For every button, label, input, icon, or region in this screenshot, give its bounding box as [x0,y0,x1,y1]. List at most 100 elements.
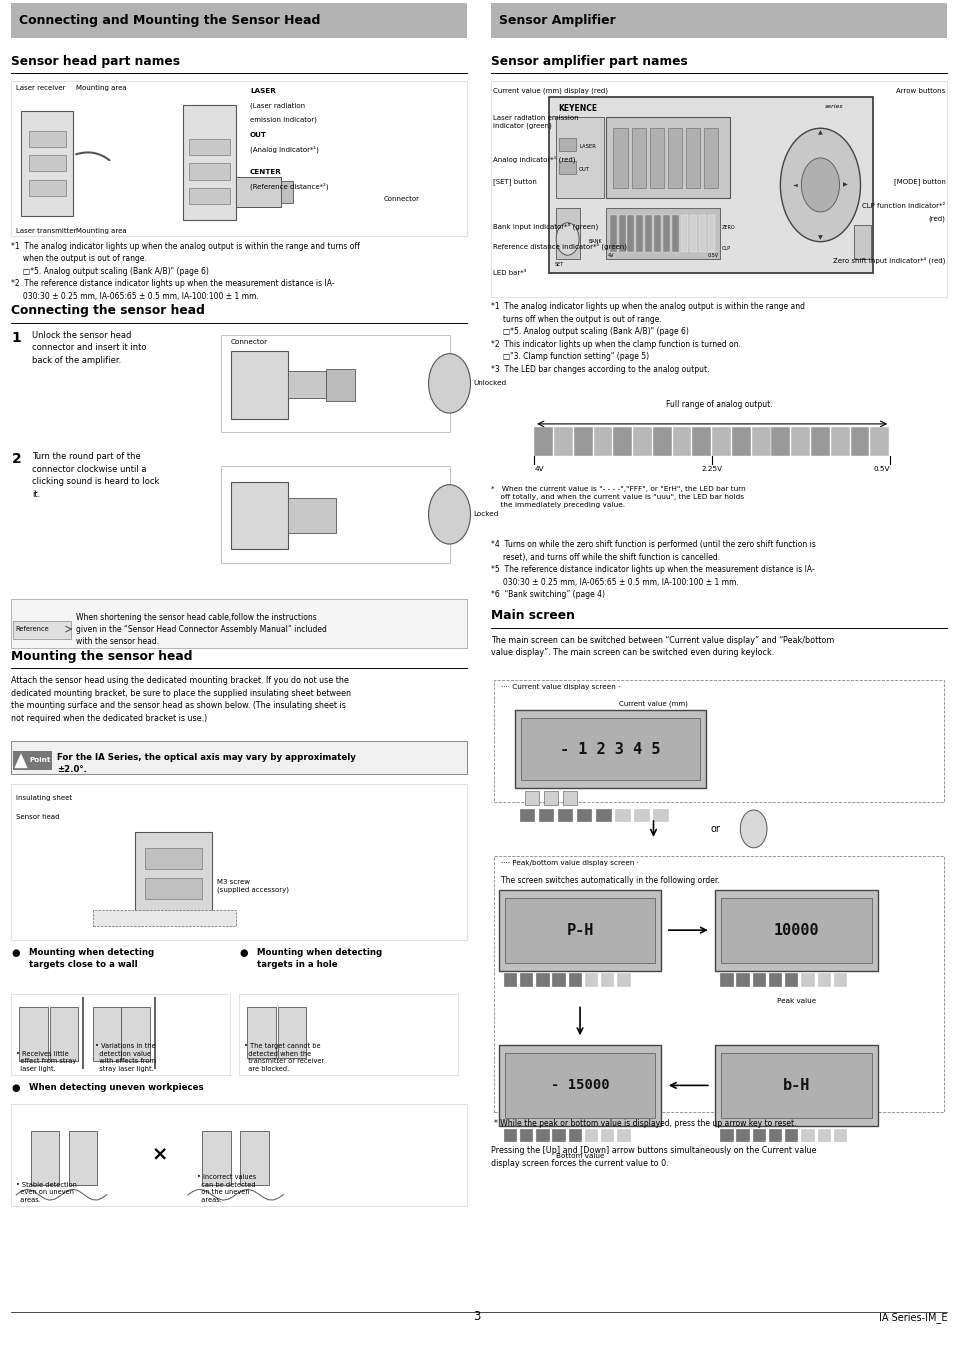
Text: Sensor Amplifier: Sensor Amplifier [498,14,615,27]
Text: Pressing the [Up] and [Down] arrow buttons simultaneously on the Current value
d: Pressing the [Up] and [Down] arrow butto… [491,1146,816,1168]
Text: 1: 1 [11,331,21,344]
FancyBboxPatch shape [654,215,660,252]
Text: 0.5V: 0.5V [873,466,889,471]
Circle shape [428,354,470,413]
FancyBboxPatch shape [554,427,572,456]
FancyBboxPatch shape [600,973,614,987]
Text: *1  The analog indicator lights up when the analog output is within the range an: *1 The analog indicator lights up when t… [491,302,804,374]
FancyBboxPatch shape [543,791,558,805]
FancyBboxPatch shape [11,994,230,1075]
FancyBboxPatch shape [491,3,946,38]
FancyBboxPatch shape [653,809,668,822]
FancyBboxPatch shape [784,1129,798,1142]
Text: emission indicator): emission indicator) [250,116,316,123]
FancyBboxPatch shape [326,369,355,401]
FancyBboxPatch shape [288,371,326,398]
FancyBboxPatch shape [720,973,733,987]
Circle shape [428,485,470,544]
FancyBboxPatch shape [202,1131,231,1185]
FancyBboxPatch shape [736,973,749,987]
FancyBboxPatch shape [189,188,230,204]
FancyBboxPatch shape [644,215,652,252]
Text: Bottom value: Bottom value [556,1153,603,1158]
Text: (Laser radiation: (Laser radiation [250,103,305,109]
FancyBboxPatch shape [562,791,577,805]
Text: For the IA Series, the optical axis may vary by approximately
±2.0°.: For the IA Series, the optical axis may … [57,753,355,774]
Circle shape [556,223,578,255]
FancyBboxPatch shape [50,1007,78,1061]
FancyBboxPatch shape [618,215,625,252]
FancyBboxPatch shape [538,809,554,822]
Text: Reference: Reference [15,626,49,632]
FancyBboxPatch shape [221,335,450,432]
Text: Connecting the sensor head: Connecting the sensor head [11,304,205,317]
FancyBboxPatch shape [634,809,649,822]
FancyBboxPatch shape [277,1007,306,1058]
FancyBboxPatch shape [239,994,457,1075]
Text: *4  Turns on while the zero shift function is performed (until the zero shift fu: *4 Turns on while the zero shift functio… [491,540,816,599]
Text: KEYENCE: KEYENCE [558,104,597,113]
Text: Current value (mm): Current value (mm) [618,701,687,707]
FancyBboxPatch shape [21,111,73,216]
Text: Turn the round part of the
connector clockwise until a
clicking sound is heard t: Turn the round part of the connector clo… [32,452,160,498]
FancyBboxPatch shape [568,973,581,987]
Text: b-H: b-H [782,1077,809,1094]
Text: • The target cannot be
  detected when the
  transmitter or receiver
  are block: • The target cannot be detected when the… [244,1044,324,1072]
Text: Full range of analog output.: Full range of analog output. [665,400,772,409]
Text: CENTER: CENTER [250,169,281,174]
FancyBboxPatch shape [29,131,66,147]
FancyBboxPatch shape [672,427,691,456]
FancyBboxPatch shape [869,427,888,456]
Text: 2: 2 [11,452,21,466]
Text: Connector: Connector [383,196,419,201]
FancyBboxPatch shape [768,1129,781,1142]
FancyBboxPatch shape [680,215,687,252]
FancyBboxPatch shape [11,784,467,940]
FancyBboxPatch shape [720,1129,733,1142]
Text: Laser receiver: Laser receiver [16,85,66,90]
Text: Mounting when detecting
targets close to a wall: Mounting when detecting targets close to… [29,948,153,968]
Text: Peak value: Peak value [776,998,816,1003]
Circle shape [801,158,839,212]
FancyBboxPatch shape [649,128,663,188]
Text: ◄: ◄ [793,182,797,188]
Text: Connector: Connector [231,339,268,344]
FancyBboxPatch shape [731,427,750,456]
FancyBboxPatch shape [605,117,729,198]
FancyBboxPatch shape [519,809,535,822]
Text: *1  The analog indicator lights up when the analog output is within the range an: *1 The analog indicator lights up when t… [11,242,360,301]
Text: Current value (mm) display (red): Current value (mm) display (red) [493,88,608,94]
Text: M3 screw
(supplied accessory): M3 screw (supplied accessory) [216,879,288,892]
Text: [MODE] button: [MODE] button [893,178,944,185]
FancyBboxPatch shape [715,1045,877,1126]
FancyBboxPatch shape [631,128,645,188]
FancyBboxPatch shape [784,973,798,987]
FancyBboxPatch shape [11,1104,467,1206]
Text: Sensor head part names: Sensor head part names [11,54,180,68]
Text: 4V: 4V [534,466,543,471]
Circle shape [780,128,860,242]
Text: 10000: 10000 [773,922,819,938]
Text: BANK: BANK [588,239,601,244]
FancyBboxPatch shape [536,973,549,987]
FancyBboxPatch shape [662,215,669,252]
Text: ●: ● [11,1083,20,1092]
FancyBboxPatch shape [19,1007,48,1061]
Text: (Reference distance*²): (Reference distance*²) [250,182,328,190]
FancyBboxPatch shape [830,427,849,456]
Text: Locked: Locked [473,512,498,517]
Text: ▶: ▶ [842,182,846,188]
FancyBboxPatch shape [240,1131,269,1185]
Text: - 15000: - 15000 [550,1079,609,1092]
Text: [SET] button: [SET] button [493,178,537,185]
FancyBboxPatch shape [613,427,632,456]
FancyBboxPatch shape [605,208,720,259]
Text: When shortening the sensor head cable,follow the instructions
given in the “Sens: When shortening the sensor head cable,fo… [76,613,327,645]
FancyBboxPatch shape [636,215,642,252]
FancyBboxPatch shape [768,973,781,987]
FancyBboxPatch shape [519,1129,533,1142]
FancyBboxPatch shape [558,809,573,822]
FancyBboxPatch shape [715,890,877,971]
FancyBboxPatch shape [247,1007,275,1058]
FancyBboxPatch shape [92,1007,121,1061]
